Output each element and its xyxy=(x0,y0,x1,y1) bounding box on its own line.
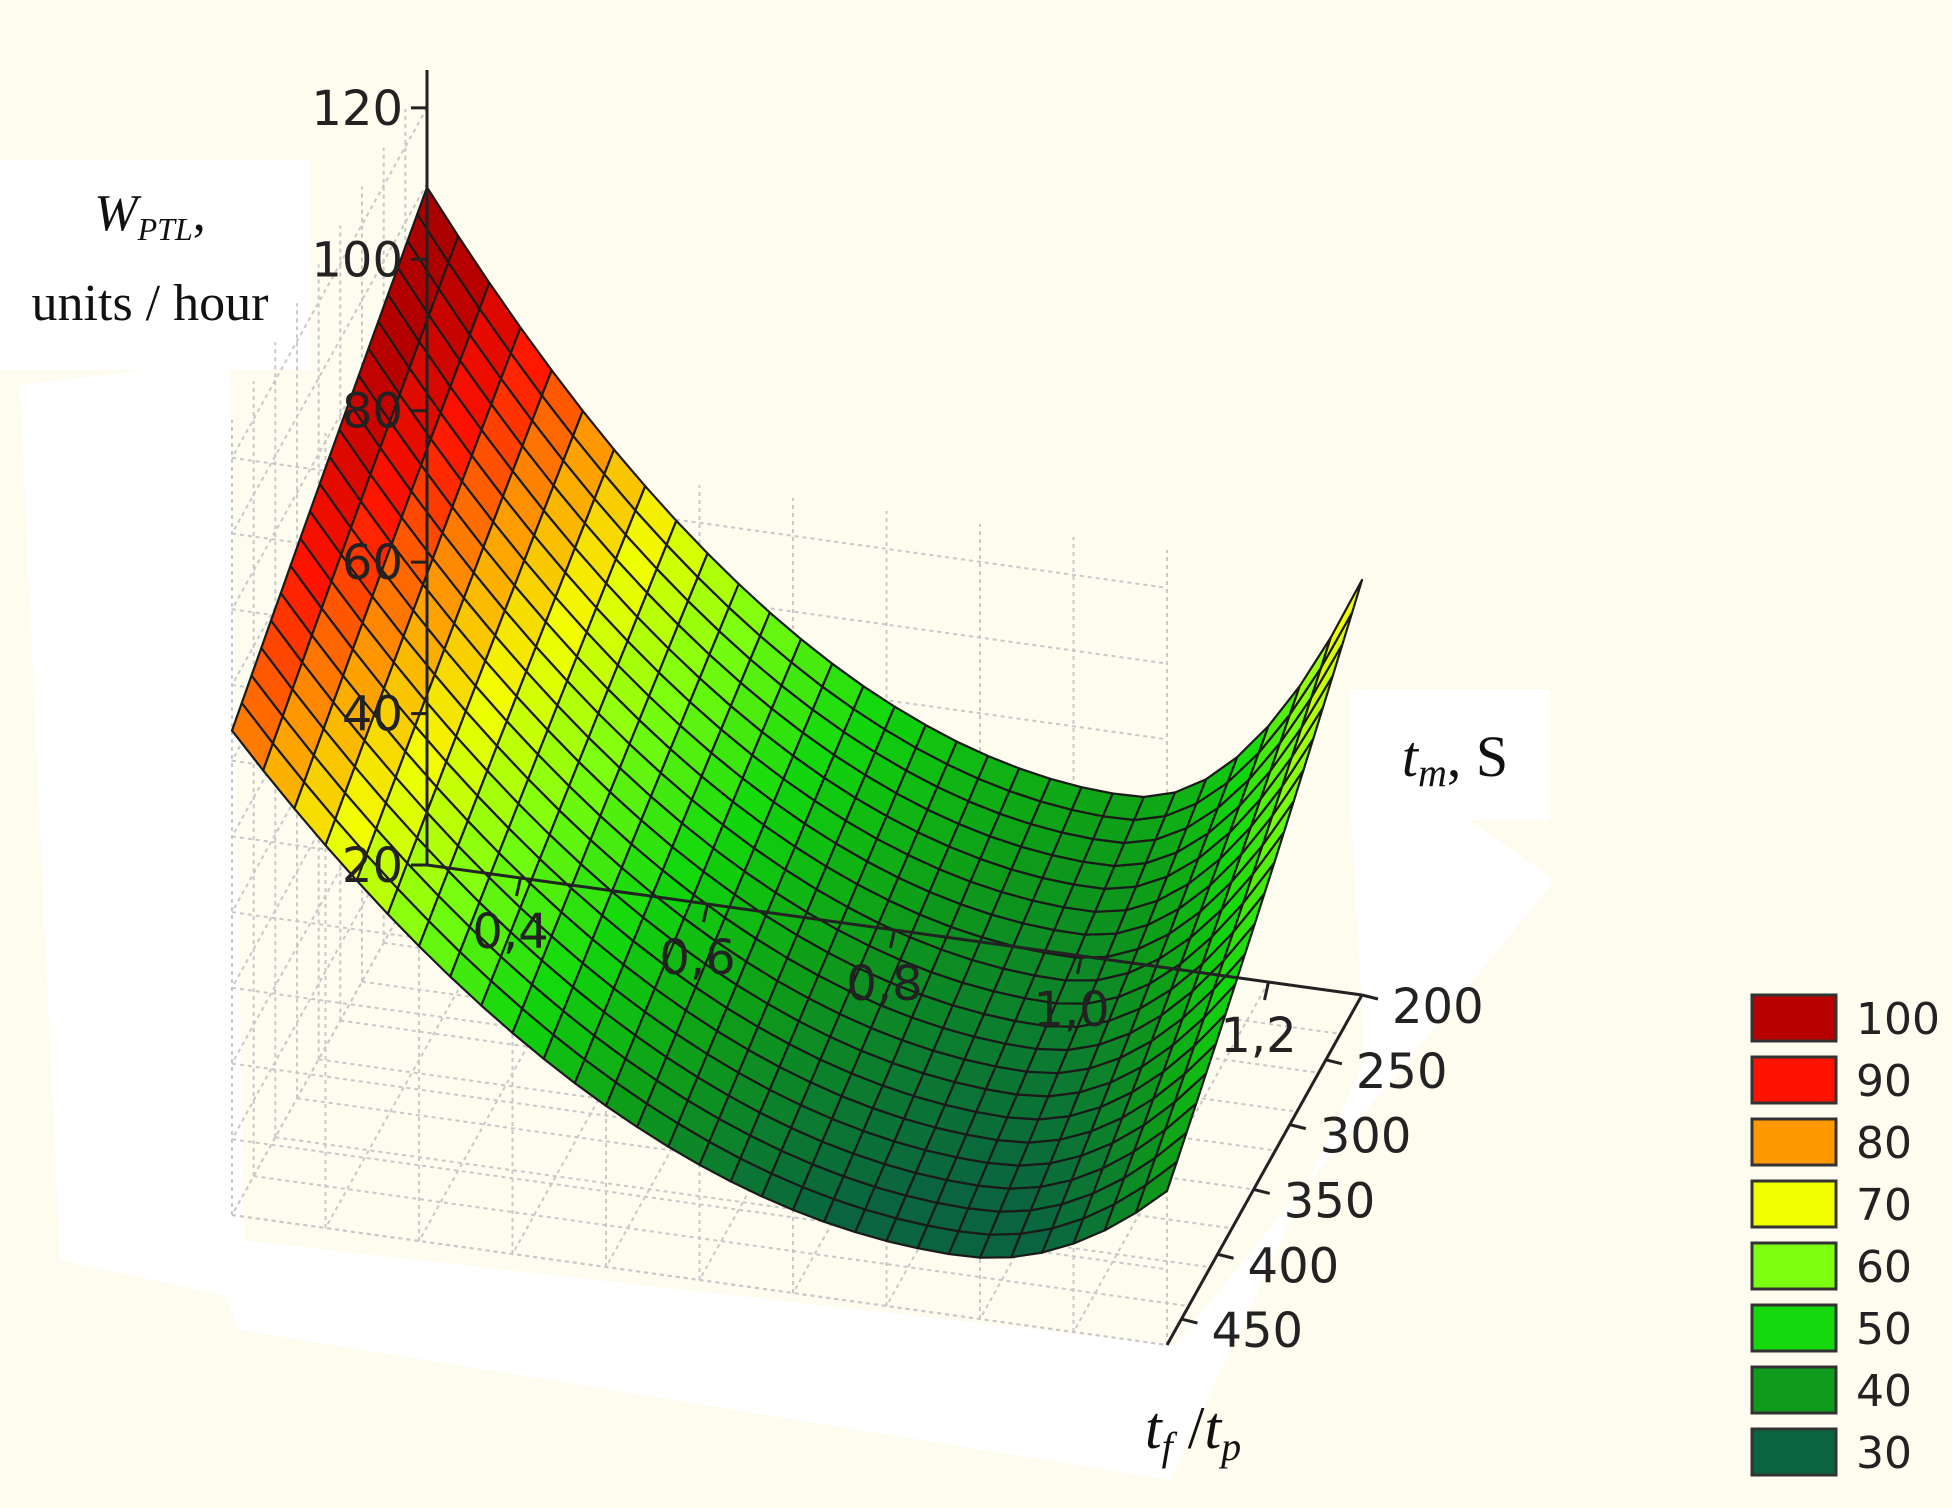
side-panel xyxy=(20,360,245,1300)
x-tick-mark xyxy=(889,929,896,949)
y-axis-line xyxy=(1165,994,1364,1346)
z-tick-label: 80 xyxy=(342,384,403,440)
legend: 100 90 80 70 60 50 40 30 xyxy=(1750,993,1940,1479)
y-tick-label: 200 xyxy=(1392,979,1484,1035)
z-tick-label: 100 xyxy=(311,232,403,288)
y-axis-title-suffix: , S xyxy=(1447,724,1508,789)
x-tick-label: 0,6 xyxy=(659,930,735,986)
z-tick-label: 120 xyxy=(311,81,403,137)
grid-line xyxy=(253,1175,1189,1308)
legend-label: 100 xyxy=(1856,994,1940,1045)
z-axis-units: units / hour xyxy=(32,275,269,332)
surface-cell xyxy=(1319,578,1364,669)
legend-label: 60 xyxy=(1856,1242,1912,1293)
axes: 20 40 60 80 100 120 0,4 0,6 0,8 1,0 1,2 200 250 300 35… xyxy=(311,70,1484,1359)
grid-line xyxy=(231,107,428,459)
grid-line xyxy=(231,456,1168,589)
grid-line xyxy=(231,1214,1168,1346)
y-tick-label: 250 xyxy=(1356,1044,1448,1100)
y-tick-mark xyxy=(1181,1317,1198,1325)
legend-label: 40 xyxy=(1856,1366,1912,1417)
z-axis-title-main: W xyxy=(94,185,142,242)
y-tick-mark xyxy=(1325,1058,1343,1066)
z-axis-title-sub: PTL xyxy=(137,211,193,247)
z-tick-label: 60 xyxy=(342,535,403,591)
legend-label: 90 xyxy=(1856,1056,1912,1107)
y-axis-title: tm, S xyxy=(1402,724,1508,795)
grid-line xyxy=(231,532,1168,665)
y-tick-mark xyxy=(1217,1252,1234,1260)
legend-label: 70 xyxy=(1856,1180,1912,1231)
legend-swatch xyxy=(1750,1365,1838,1415)
y-tick-label: 400 xyxy=(1248,1238,1340,1294)
x-tick-mark xyxy=(1076,955,1083,975)
legend-label: 80 xyxy=(1856,1118,1912,1169)
z-axis-title: WPTL, xyxy=(94,185,205,247)
z-tick-label: 20 xyxy=(342,838,403,894)
legend-swatch xyxy=(1750,993,1838,1043)
legend-swatch xyxy=(1750,1179,1838,1229)
y-axis-title-sub: m xyxy=(1418,750,1447,795)
x-axis-title-sep: / xyxy=(1173,1395,1205,1461)
x-tick-mark xyxy=(702,903,709,923)
legend-swatch xyxy=(1750,1241,1838,1291)
z-axis-title-suffix: , xyxy=(193,185,206,242)
x-axis-title-b: t xyxy=(1204,1395,1222,1461)
z-tick-label: 40 xyxy=(342,687,403,743)
x-tick-mark xyxy=(515,877,522,897)
floor-panel xyxy=(195,790,1555,1480)
legend-swatch xyxy=(1750,1303,1838,1353)
x-axis-title-a: t xyxy=(1145,1395,1163,1461)
x-axis-title: tf /tp xyxy=(1145,1395,1241,1469)
x-tick-label: 1,2 xyxy=(1220,1008,1296,1064)
legend-swatch xyxy=(1750,1055,1838,1105)
legend-swatch xyxy=(1750,1117,1838,1167)
x-tick-label: 1,0 xyxy=(1033,982,1109,1038)
x-tick-label: 0,4 xyxy=(472,904,548,960)
grid-line xyxy=(231,183,428,535)
y-tick-label: 350 xyxy=(1284,1173,1376,1229)
y-axis-title-main: t xyxy=(1402,724,1420,789)
grid-line xyxy=(231,864,428,1216)
y-tick-mark xyxy=(1289,1123,1307,1131)
label-panel-y xyxy=(1350,690,1550,820)
x-tick-label: 0,8 xyxy=(846,956,922,1012)
label-panel-z xyxy=(0,160,310,370)
legend-label: 30 xyxy=(1856,1428,1912,1479)
y-tick-label: 450 xyxy=(1211,1303,1303,1359)
legend-swatch xyxy=(1750,1427,1838,1477)
surface-mesh xyxy=(230,186,1364,1259)
x-tick-mark xyxy=(1263,981,1270,1001)
y-tick-label: 300 xyxy=(1320,1109,1412,1165)
legend-label: 50 xyxy=(1856,1304,1912,1355)
y-tick-mark xyxy=(1361,993,1379,1001)
y-tick-mark xyxy=(1253,1187,1271,1195)
grid-line xyxy=(231,608,1168,741)
x-axis-title-b-sub: p xyxy=(1218,1424,1241,1469)
